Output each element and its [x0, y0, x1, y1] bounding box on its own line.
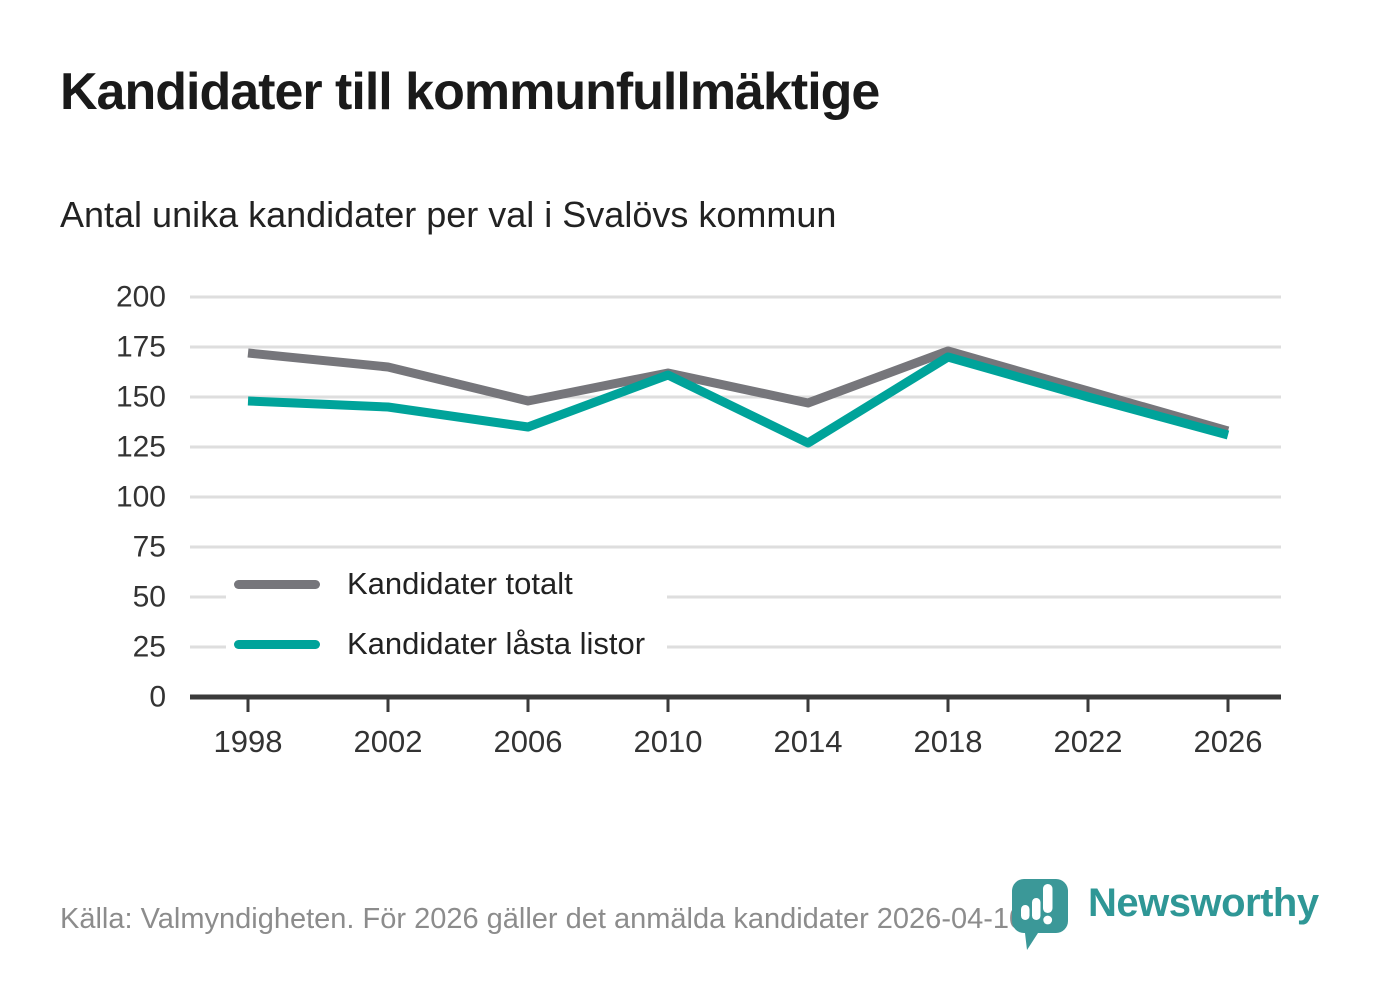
page-title: Kandidater till kommunfullmäktige [60, 63, 880, 121]
newsworthy-speech-bubble-barchart-icon [1012, 879, 1068, 950]
x-axis-label: 2026 [1194, 724, 1263, 759]
x-axis-label: 2010 [634, 724, 703, 759]
y-axis-label: 0 [149, 681, 166, 714]
series-line-lasta-listor [247, 352, 1230, 448]
legend-item-lasta-listor: Kandidater låsta listor [234, 622, 645, 666]
bar-medium [1032, 898, 1041, 920]
legend-label-totalt: Kandidater totalt [347, 566, 573, 601]
newsworthy-logo: Newsworthy [1010, 877, 1319, 955]
legend-swatch-totalt [234, 579, 320, 589]
legend-item-totalt: Kandidater totalt [234, 562, 645, 606]
x-axis-label: 2022 [1054, 724, 1123, 759]
y-axis-label: 175 [116, 331, 166, 364]
bar-tall-exclamation [1043, 884, 1053, 913]
y-axis-label: 100 [116, 481, 166, 514]
legend-label-lasta-listor: Kandidater låsta listor [347, 626, 646, 661]
y-axis-label: 150 [116, 381, 166, 414]
y-axis-label: 200 [116, 281, 166, 314]
chart-legend: Kandidater totalt Kandidater låsta listo… [226, 552, 668, 678]
x-axis-label: 2014 [774, 724, 843, 759]
y-axis-label: 125 [116, 431, 166, 464]
legend-swatch-lasta-listor [234, 639, 320, 649]
source-note: Källa: Valmyndigheten. För 2026 gäller d… [60, 903, 1034, 935]
newsworthy-logo-text: Newsworthy [1088, 881, 1319, 925]
series-line-totalt [247, 346, 1230, 436]
x-axis-label: 2006 [494, 724, 563, 759]
x-axis-label: 2002 [354, 724, 423, 759]
x-axis-label: 2018 [914, 724, 983, 759]
x-axis-label: 1998 [214, 724, 283, 759]
page-subtitle: Antal unika kandidater per val i Svalövs… [60, 194, 837, 235]
bar-short [1021, 905, 1030, 920]
y-axis-label: 75 [133, 531, 166, 564]
y-axis-label: 50 [133, 581, 166, 614]
exclamation-dot [1043, 915, 1053, 925]
y-axis-label: 25 [133, 631, 166, 664]
